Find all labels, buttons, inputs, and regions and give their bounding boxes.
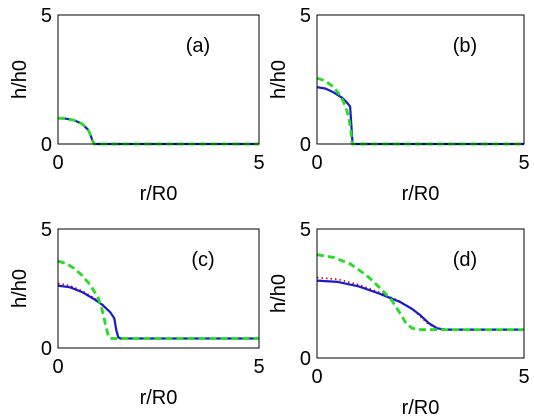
panel-label: (a) — [186, 35, 210, 57]
x-axis-title: r/R0 — [140, 387, 178, 409]
x-axis-title: r/R0 — [402, 183, 440, 205]
series-line-dashed — [316, 76, 524, 146]
y-tick-label: 5 — [41, 219, 52, 241]
x-axis-title: r/R0 — [140, 183, 178, 205]
panel-label: (d) — [453, 249, 477, 271]
x-tick-label: 0 — [311, 152, 322, 174]
y-tick-label: 0 — [300, 134, 311, 156]
series-line-dashed — [57, 259, 259, 340]
x-tick-label: 5 — [253, 356, 264, 378]
y-tick-label: 0 — [300, 348, 311, 370]
x-tick-label: 5 — [518, 152, 529, 174]
series-line-dashed — [57, 116, 259, 146]
x-axis-title: r/R0 — [402, 397, 440, 419]
series-line-solid — [57, 284, 259, 340]
plot-frame — [316, 228, 525, 359]
y-tick-label: 0 — [41, 134, 52, 156]
series-line-solid — [316, 279, 524, 331]
x-tick-label: 5 — [253, 152, 264, 174]
y-axis-title: h/h0 — [9, 60, 31, 99]
panel-label: (b) — [453, 35, 477, 57]
plot-frame — [57, 228, 260, 349]
plot-frame — [57, 14, 260, 145]
plot-frame — [316, 14, 525, 145]
y-axis-title: h/h0 — [268, 60, 290, 99]
y-axis-title: h/h0 — [268, 274, 290, 313]
y-tick-label: 5 — [300, 219, 311, 241]
y-tick-label: 5 — [300, 5, 311, 27]
chart-panel-3: 0 5 0 5 r/R0 h/h0 (c) — [9, 219, 265, 409]
chart-panel-1: 0 5 0 5 r/R0 h/h0 (a) — [9, 5, 265, 205]
x-tick-label: 0 — [52, 152, 63, 174]
chart-panel-4: 0 5 0 5 r/R0 h/h0 (d) — [268, 219, 530, 419]
y-axis-title: h/h0 — [9, 269, 31, 308]
x-tick-label: 5 — [518, 366, 529, 388]
y-tick-label: 5 — [41, 5, 52, 27]
panel-label: (c) — [191, 249, 214, 271]
x-tick-label: 0 — [311, 366, 322, 388]
chart-panel-2: 0 5 0 5 r/R0 h/h0 (b) — [268, 5, 530, 205]
y-tick-label: 0 — [41, 338, 52, 360]
x-tick-label: 0 — [52, 356, 63, 378]
series-line-dashed — [316, 253, 524, 332]
